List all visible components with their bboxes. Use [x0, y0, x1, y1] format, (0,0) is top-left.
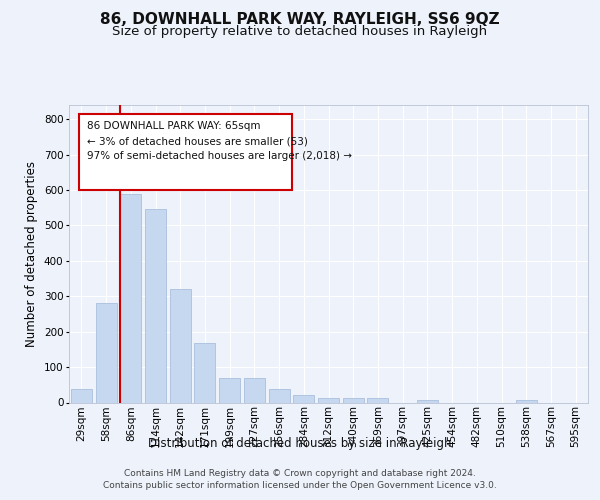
Bar [417, 400, 438, 402]
Bar [95, 304, 116, 402]
Text: Contains HM Land Registry data © Crown copyright and database right 2024.: Contains HM Land Registry data © Crown c… [124, 469, 476, 478]
Text: Contains public sector information licensed under the Open Government Licence v3: Contains public sector information licen… [103, 481, 497, 490]
Bar [343, 398, 364, 402]
Bar [170, 289, 191, 403]
FancyBboxPatch shape [79, 114, 292, 190]
Text: Distribution of detached houses by size in Rayleigh: Distribution of detached houses by size … [148, 438, 452, 450]
Bar [194, 343, 215, 402]
Bar [516, 400, 537, 402]
Bar [318, 398, 339, 402]
Bar [120, 194, 141, 402]
Text: 86 DOWNHALL PARK WAY: 65sqm
← 3% of detached houses are smaller (53)
97% of semi: 86 DOWNHALL PARK WAY: 65sqm ← 3% of deta… [87, 122, 352, 161]
Bar [367, 398, 388, 402]
Text: 86, DOWNHALL PARK WAY, RAYLEIGH, SS6 9QZ: 86, DOWNHALL PARK WAY, RAYLEIGH, SS6 9QZ [100, 12, 500, 28]
Text: Size of property relative to detached houses in Rayleigh: Size of property relative to detached ho… [112, 25, 488, 38]
Bar [71, 389, 92, 402]
Y-axis label: Number of detached properties: Number of detached properties [25, 161, 38, 347]
Bar [244, 378, 265, 402]
Bar [219, 378, 240, 402]
Bar [269, 390, 290, 402]
Bar [293, 396, 314, 402]
Bar [145, 210, 166, 402]
